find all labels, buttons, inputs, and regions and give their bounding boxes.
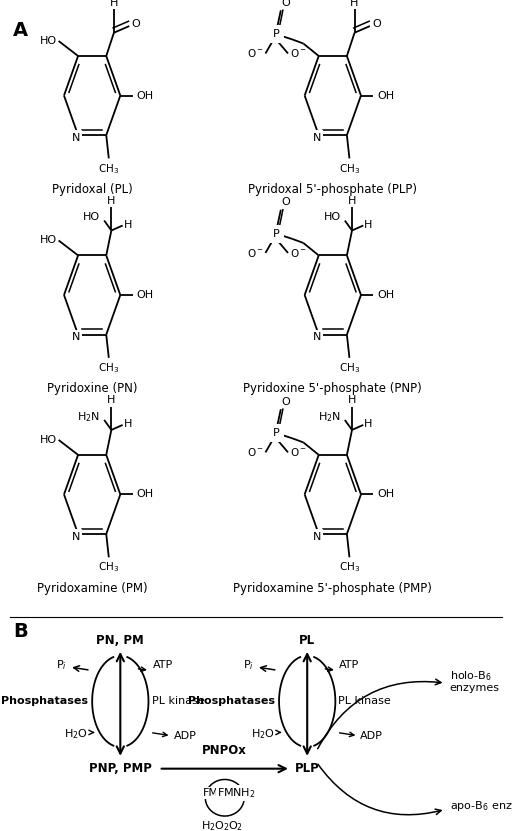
Text: H: H bbox=[124, 419, 132, 429]
Text: apo-B$_6$ enzymes: apo-B$_6$ enzymes bbox=[450, 799, 512, 813]
Text: H: H bbox=[348, 195, 356, 205]
Text: Pyridoxamine (PM): Pyridoxamine (PM) bbox=[37, 582, 147, 595]
Text: N: N bbox=[72, 332, 80, 342]
Text: Pyridoxal (PL): Pyridoxal (PL) bbox=[52, 183, 133, 196]
Text: Pyridoxal 5'-phosphate (PLP): Pyridoxal 5'-phosphate (PLP) bbox=[248, 183, 417, 196]
Text: O: O bbox=[131, 19, 140, 29]
Text: enzymes: enzymes bbox=[450, 683, 500, 693]
Text: OH: OH bbox=[137, 489, 154, 499]
Text: OH: OH bbox=[377, 290, 394, 300]
Text: O: O bbox=[282, 0, 291, 7]
Text: OH: OH bbox=[377, 91, 394, 101]
Text: FMNH$_2$: FMNH$_2$ bbox=[217, 786, 255, 799]
Text: O$^-$: O$^-$ bbox=[247, 446, 264, 459]
Text: CH$_3$: CH$_3$ bbox=[98, 162, 119, 175]
Text: H: H bbox=[365, 419, 373, 429]
Text: H: H bbox=[107, 395, 116, 405]
Text: B: B bbox=[13, 622, 28, 641]
Text: PL kinase: PL kinase bbox=[152, 696, 204, 706]
Text: H: H bbox=[107, 195, 116, 205]
Text: P: P bbox=[273, 29, 280, 39]
Text: PN, PM: PN, PM bbox=[96, 634, 144, 647]
Text: CH$_3$: CH$_3$ bbox=[339, 162, 360, 175]
Text: Phosphatases: Phosphatases bbox=[1, 696, 88, 706]
Text: O$^-$: O$^-$ bbox=[290, 247, 307, 259]
Text: N: N bbox=[72, 133, 80, 143]
Text: FMN: FMN bbox=[203, 788, 228, 798]
Text: O: O bbox=[282, 197, 291, 207]
Text: O: O bbox=[282, 396, 291, 406]
Text: P$_i$: P$_i$ bbox=[243, 658, 254, 672]
Text: CH$_3$: CH$_3$ bbox=[98, 561, 119, 574]
Text: H: H bbox=[124, 219, 132, 229]
Text: Pyridoxamine 5'-phosphate (PMP): Pyridoxamine 5'-phosphate (PMP) bbox=[233, 582, 432, 595]
Text: HO: HO bbox=[39, 36, 56, 46]
Text: CH$_3$: CH$_3$ bbox=[98, 361, 119, 375]
Text: N: N bbox=[312, 532, 321, 542]
Text: H$_2$O: H$_2$O bbox=[65, 727, 88, 741]
Text: P$_i$: P$_i$ bbox=[56, 658, 67, 672]
Text: O$^-$: O$^-$ bbox=[247, 247, 264, 259]
Text: H$_2$N: H$_2$N bbox=[77, 410, 100, 424]
Text: H: H bbox=[365, 219, 373, 229]
Text: ATP: ATP bbox=[339, 661, 359, 671]
Text: N: N bbox=[312, 332, 321, 342]
Text: O$_2$: O$_2$ bbox=[227, 819, 243, 831]
Text: OH: OH bbox=[377, 489, 394, 499]
Text: ADP: ADP bbox=[360, 730, 383, 740]
Text: CH$_3$: CH$_3$ bbox=[339, 361, 360, 375]
Text: HO: HO bbox=[39, 435, 56, 445]
Text: H$_2$N: H$_2$N bbox=[318, 410, 341, 424]
Text: A: A bbox=[13, 21, 28, 40]
Text: H$_2$O$_2$: H$_2$O$_2$ bbox=[201, 819, 230, 831]
Text: O: O bbox=[372, 19, 381, 29]
Text: ATP: ATP bbox=[153, 661, 173, 671]
Text: holo-B$_6$: holo-B$_6$ bbox=[450, 670, 492, 683]
Text: H: H bbox=[348, 395, 356, 405]
Text: H$_2$O: H$_2$O bbox=[251, 727, 275, 741]
Text: OH: OH bbox=[137, 91, 154, 101]
Text: Pyridoxine 5'-phosphate (PNP): Pyridoxine 5'-phosphate (PNP) bbox=[243, 382, 422, 396]
Text: PNP, PMP: PNP, PMP bbox=[89, 762, 152, 775]
Text: HO: HO bbox=[324, 212, 341, 222]
Text: PNPOx: PNPOx bbox=[202, 744, 247, 757]
Text: PL kinase: PL kinase bbox=[338, 696, 391, 706]
Text: N: N bbox=[72, 532, 80, 542]
Text: N: N bbox=[312, 133, 321, 143]
Text: P: P bbox=[273, 229, 280, 238]
Text: O$^-$: O$^-$ bbox=[247, 47, 264, 60]
Text: O$^-$: O$^-$ bbox=[290, 47, 307, 60]
Text: ADP: ADP bbox=[174, 730, 196, 740]
Text: Pyridoxine (PN): Pyridoxine (PN) bbox=[47, 382, 137, 396]
Text: P: P bbox=[273, 428, 280, 438]
Text: PLP: PLP bbox=[295, 762, 319, 775]
Text: O$^-$: O$^-$ bbox=[290, 446, 307, 459]
Text: H: H bbox=[350, 0, 359, 7]
Text: HO: HO bbox=[83, 212, 100, 222]
Text: Phosphatases: Phosphatases bbox=[188, 696, 275, 706]
Text: PL: PL bbox=[299, 634, 315, 647]
Text: HO: HO bbox=[39, 235, 56, 245]
Text: CH$_3$: CH$_3$ bbox=[339, 561, 360, 574]
Text: OH: OH bbox=[137, 290, 154, 300]
Text: H: H bbox=[110, 0, 118, 7]
